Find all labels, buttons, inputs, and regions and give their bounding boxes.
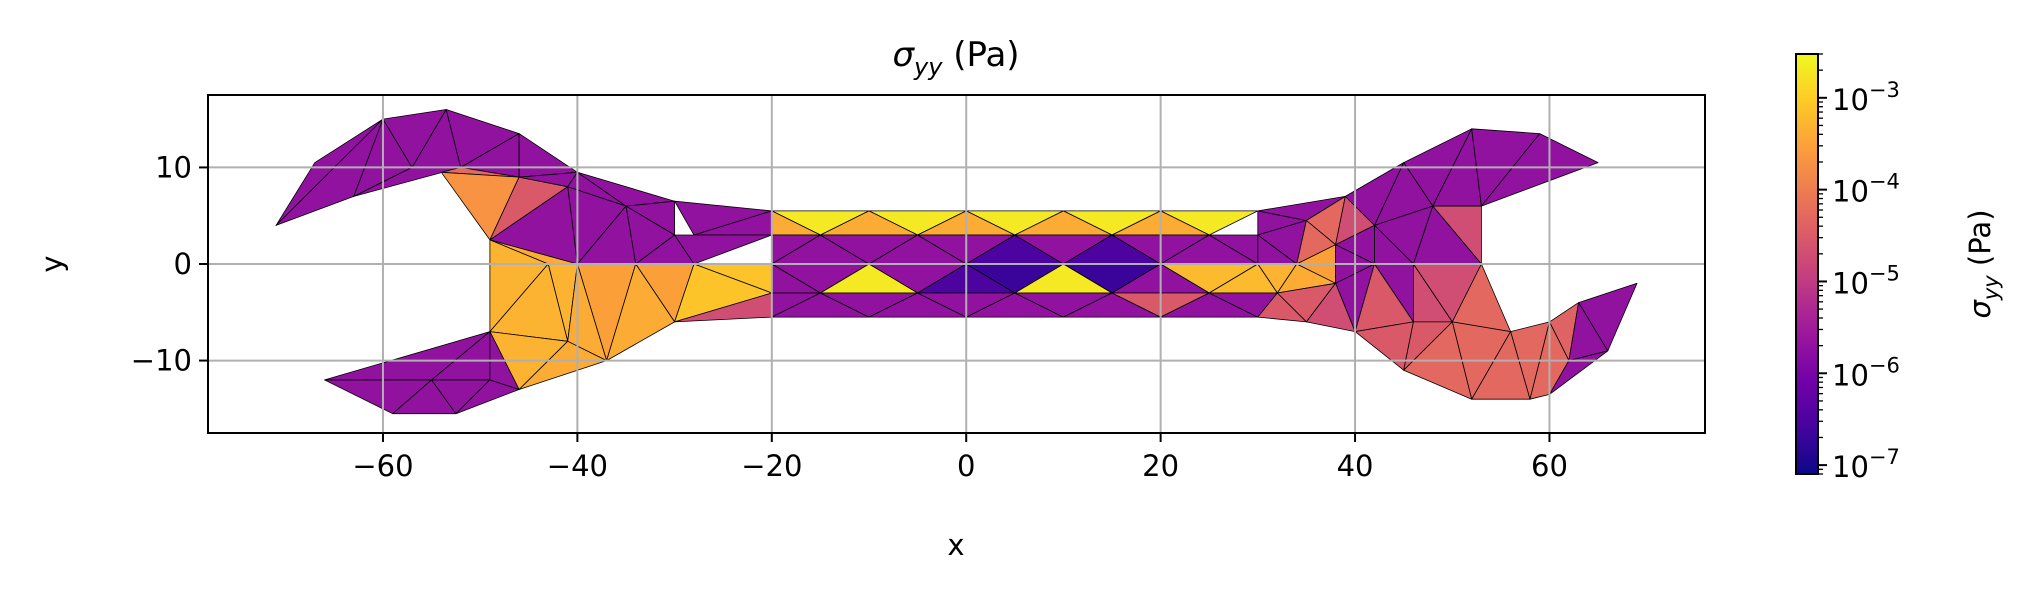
x-axis-ticks: −60 −40 −20 0 20 40 60 (352, 433, 1568, 483)
colorbar-tick-label: 10−5 (1832, 261, 1900, 300)
chart-title: σyy (Pa) (892, 35, 1019, 81)
colorbar-tick-label: 10−7 (1832, 445, 1900, 484)
mesh-triangle-31 (606, 263, 675, 362)
x-tick-label: 40 (1337, 449, 1374, 483)
colorbar-tick-label: 10−3 (1832, 78, 1900, 117)
mesh-triangle-123 (1471, 331, 1531, 400)
x-tick-label: −60 (352, 449, 413, 483)
colorbar-label: σyy (Pa) (1963, 209, 2003, 318)
mesh-triangle-23 (674, 234, 773, 265)
mesh-triangle-112 (1306, 282, 1356, 333)
y-tick-label: 0 (174, 247, 192, 281)
colorbar-tick-label: 10−6 (1832, 353, 1900, 392)
colorbar-tick-label: 10−4 (1832, 170, 1900, 209)
mesh-triangle-97 (1481, 133, 1599, 207)
mesh-triangle-110 (1257, 292, 1307, 323)
colorbar-ticks: 10−7 10−6 10−5 10−4 10−3 (1818, 53, 1900, 484)
y-axis-label: y (35, 255, 69, 272)
y-tick-label: 10 (155, 150, 192, 184)
y-axis-ticks: −10 0 10 (131, 150, 208, 378)
x-tick-label: −20 (741, 449, 802, 483)
x-tick-label: −40 (547, 449, 608, 483)
x-tick-label: 60 (1531, 449, 1568, 483)
mesh-triangle-36 (518, 340, 607, 390)
colorbar-fill (1796, 54, 1818, 474)
colorbar-frame (1795, 53, 1819, 475)
mesh-layer (275, 109, 1638, 415)
grid-layer (208, 95, 1705, 433)
mesh-triangle-129 (1549, 350, 1609, 395)
x-axis-label: x (947, 528, 964, 562)
y-tick-label: −10 (131, 344, 192, 378)
x-tick-label: 0 (957, 449, 975, 483)
x-tick-label: 20 (1142, 449, 1179, 483)
colorbar: 10−7 10−6 10−5 10−4 10−3 σyy (Pa) (1795, 53, 2003, 484)
mesh-triangle-7 (518, 133, 578, 178)
